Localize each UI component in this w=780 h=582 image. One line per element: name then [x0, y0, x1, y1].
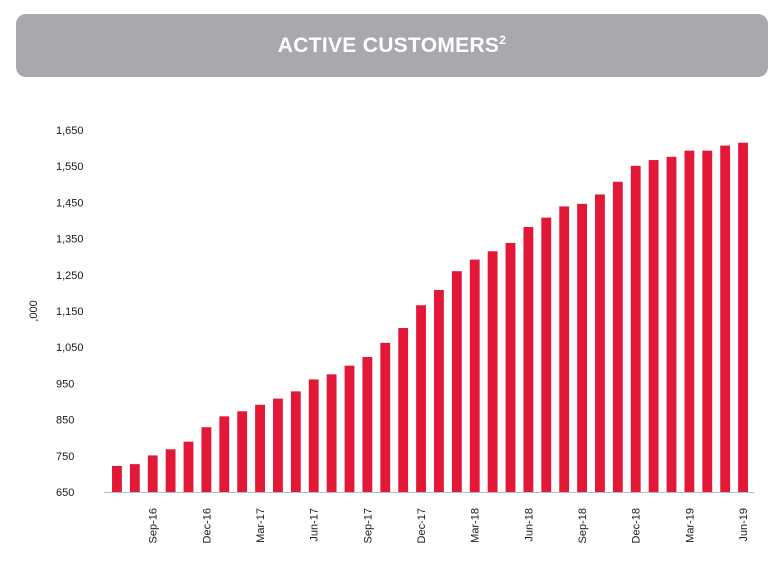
x-axis: Sep-16 Dec-16 Mar-17 Jun-17 Sep-17 Dec-17 Mar-… [148, 508, 750, 543]
title-banner: ACTIVE CUSTOMERS2 [16, 14, 768, 77]
x-tick-label: Jun-18 [523, 508, 535, 542]
y-axis: 650 750 850 950 1,050 1,150 1,250 1,350 1,450 1,5… [56, 125, 84, 499]
bar [308, 379, 319, 492]
bar [648, 160, 659, 492]
bar [219, 416, 230, 492]
x-tick-label: Dec-18 [631, 508, 643, 543]
y-tick-label: 1,150 [56, 306, 84, 318]
bar [380, 342, 391, 492]
x-tick-label: Mar-18 [470, 508, 482, 543]
y-tick-label: 1,650 [56, 125, 84, 137]
y-tick-label: 950 [56, 378, 74, 390]
y-tick-label: 1,550 [56, 161, 84, 173]
bar [469, 259, 480, 492]
bar [612, 181, 623, 493]
bar [147, 455, 158, 492]
y-axis-label: ,000 [28, 300, 40, 321]
bar [290, 391, 301, 492]
x-tick-label: Sep-17 [362, 508, 374, 543]
bar [487, 251, 498, 492]
bar [595, 194, 605, 492]
y-tick-label: 1,350 [56, 234, 84, 246]
bar [505, 242, 516, 492]
bar [434, 290, 444, 492]
bar [273, 398, 283, 492]
bar [559, 206, 570, 492]
bar [577, 203, 587, 492]
bar [201, 427, 212, 492]
y-tick-label: 1,450 [56, 197, 84, 209]
bar [398, 328, 409, 492]
x-tick-label: Sep-16 [148, 508, 160, 543]
chart-title: ACTIVE CUSTOMERS2 [277, 33, 507, 57]
bar [541, 217, 552, 492]
bar [129, 464, 140, 492]
x-tick-label: Dec-16 [201, 508, 213, 543]
x-tick-label: Sep-18 [577, 508, 589, 543]
y-tick-label: 1,050 [56, 342, 84, 354]
x-tick-label: Jun-19 [738, 508, 750, 542]
x-tick-label: Mar-19 [684, 508, 696, 543]
bar [684, 150, 695, 492]
x-tick-label: Mar-17 [255, 508, 267, 543]
y-tick-label: 1,250 [56, 270, 84, 282]
y-tick-label: 750 [56, 451, 74, 463]
y-tick-label: 650 [56, 487, 74, 499]
bar [112, 465, 122, 492]
bar [326, 374, 337, 492]
x-tick-label: Jun-17 [309, 508, 321, 542]
bar [255, 404, 265, 492]
bar [720, 145, 731, 493]
bar [416, 305, 426, 492]
bar [183, 441, 194, 492]
x-tick-label: Dec-17 [416, 508, 428, 543]
bar [630, 165, 641, 492]
bar [451, 271, 462, 492]
bar [344, 365, 355, 492]
bar [523, 227, 534, 493]
bar [702, 150, 713, 492]
title-superscript: 2 [499, 33, 507, 47]
y-tick-label: 850 [56, 415, 74, 427]
bar [237, 411, 248, 492]
bar [165, 449, 176, 492]
bar [738, 142, 748, 493]
bar-series [112, 142, 748, 493]
bar [362, 356, 373, 492]
bar [666, 156, 677, 492]
